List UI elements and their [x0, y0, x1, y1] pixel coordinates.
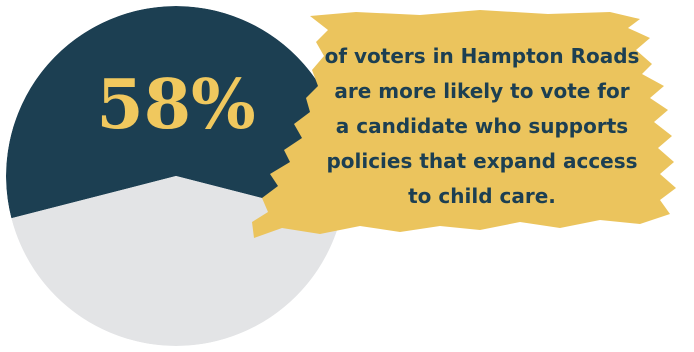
pie-slice-highlight	[6, 6, 346, 219]
caption-line: a candidate who supports	[336, 114, 628, 138]
caption-line: are more likely to vote for	[334, 79, 629, 103]
caption-line: of voters in Hampton Roads	[325, 44, 640, 68]
caption: of voters in Hampton Roads are more like…	[325, 44, 640, 208]
percent-stat-label: 58%	[96, 65, 255, 145]
caption-line: to child care.	[408, 184, 556, 208]
brush-stroke-background	[252, 10, 676, 238]
caption-line: policies that expand access	[326, 149, 637, 173]
